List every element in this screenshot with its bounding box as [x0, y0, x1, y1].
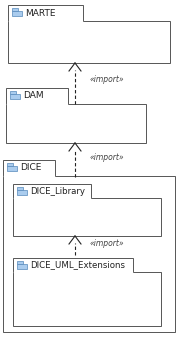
Text: MARTE: MARTE	[25, 8, 55, 18]
Text: DAM: DAM	[23, 92, 44, 100]
Text: «import»: «import»	[90, 75, 125, 84]
Bar	[8, 5, 83, 21]
Bar	[10, 94, 20, 99]
Bar	[7, 163, 12, 166]
Text: DICE: DICE	[20, 164, 41, 172]
Text: DICE_Library: DICE_Library	[30, 187, 85, 195]
Bar	[17, 187, 22, 190]
Bar	[13, 184, 91, 198]
Bar	[7, 166, 17, 171]
Bar	[3, 160, 55, 176]
Text: «import»: «import»	[90, 152, 125, 162]
Bar	[13, 198, 161, 236]
Text: DICE_UML_Extensions: DICE_UML_Extensions	[30, 261, 125, 269]
Bar	[17, 190, 27, 195]
Bar	[17, 264, 27, 269]
Bar	[3, 176, 175, 332]
Bar	[17, 261, 22, 264]
Text: «import»: «import»	[90, 240, 125, 248]
Bar	[12, 8, 17, 11]
Bar	[6, 104, 146, 143]
Bar	[8, 21, 170, 63]
Bar	[10, 91, 15, 94]
Bar	[12, 11, 22, 16]
Bar	[13, 258, 133, 272]
Bar	[13, 272, 161, 326]
Bar	[6, 88, 68, 104]
